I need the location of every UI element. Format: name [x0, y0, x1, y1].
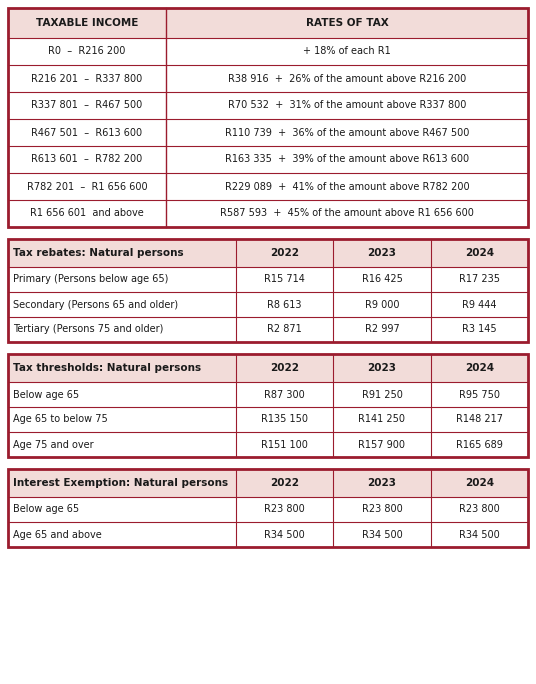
Text: R70 532  +  31% of the amount above R337 800: R70 532 + 31% of the amount above R337 8…	[228, 101, 466, 111]
Text: R87 300: R87 300	[264, 389, 305, 399]
Bar	[8, 354, 528, 457]
Text: R110 739  +  36% of the amount above R467 500: R110 739 + 36% of the amount above R467 …	[225, 127, 469, 137]
Text: Age 65 to below 75: Age 65 to below 75	[13, 415, 108, 425]
Text: 2023: 2023	[368, 248, 397, 258]
Text: R17 235: R17 235	[459, 274, 500, 285]
Text: R23 800: R23 800	[362, 505, 403, 514]
Text: R1 656 601  and above: R1 656 601 and above	[30, 209, 144, 218]
Text: R15 714: R15 714	[264, 274, 305, 285]
Text: R34 500: R34 500	[264, 529, 305, 540]
Text: Tertiary (Persons 75 and older): Tertiary (Persons 75 and older)	[13, 324, 163, 334]
Text: R3 145: R3 145	[462, 324, 497, 334]
Text: Age 75 and over: Age 75 and over	[13, 440, 94, 449]
Text: R151 100: R151 100	[261, 440, 308, 449]
Text: R95 750: R95 750	[459, 389, 500, 399]
Text: R157 900: R157 900	[359, 440, 406, 449]
Bar	[8, 8, 528, 227]
Text: R467 501  –  R613 600: R467 501 – R613 600	[32, 127, 143, 137]
Text: Tax thresholds: Natural persons: Tax thresholds: Natural persons	[13, 363, 201, 373]
Bar	[8, 8, 528, 38]
Bar	[8, 354, 528, 382]
Text: TAXABLE INCOME: TAXABLE INCOME	[36, 18, 138, 28]
Text: Below age 65: Below age 65	[13, 505, 79, 514]
Text: + 18% of each R1: + 18% of each R1	[303, 47, 391, 57]
Text: R587 593  +  45% of the amount above R1 656 600: R587 593 + 45% of the amount above R1 65…	[220, 209, 474, 218]
Text: R9 000: R9 000	[365, 300, 399, 309]
Bar	[8, 469, 528, 547]
Text: Age 65 and above: Age 65 and above	[13, 529, 102, 540]
Text: R148 217: R148 217	[456, 415, 503, 425]
Text: R782 201  –  R1 656 600: R782 201 – R1 656 600	[27, 181, 147, 192]
Bar	[8, 239, 528, 342]
Text: R229 089  +  41% of the amount above R782 200: R229 089 + 41% of the amount above R782 …	[225, 181, 470, 192]
Text: Tax rebates: Natural persons: Tax rebates: Natural persons	[13, 248, 184, 258]
Text: Below age 65: Below age 65	[13, 389, 79, 399]
Text: R23 800: R23 800	[459, 505, 500, 514]
Bar	[8, 469, 528, 497]
Text: Primary (Persons below age 65): Primary (Persons below age 65)	[13, 274, 168, 285]
Text: 2022: 2022	[270, 478, 299, 488]
Text: R135 150: R135 150	[261, 415, 308, 425]
Text: R16 425: R16 425	[362, 274, 403, 285]
Text: R8 613: R8 613	[267, 300, 302, 309]
Text: R34 500: R34 500	[459, 529, 500, 540]
Text: 2022: 2022	[270, 363, 299, 373]
Text: Secondary (Persons 65 and older): Secondary (Persons 65 and older)	[13, 300, 178, 309]
Text: R613 601  –  R782 200: R613 601 – R782 200	[32, 155, 143, 164]
Text: R23 800: R23 800	[264, 505, 305, 514]
Text: 2024: 2024	[465, 248, 494, 258]
Text: R38 916  +  26% of the amount above R216 200: R38 916 + 26% of the amount above R216 2…	[228, 73, 466, 83]
Text: R0  –  R216 200: R0 – R216 200	[48, 47, 125, 57]
Text: 2022: 2022	[270, 248, 299, 258]
Text: R165 689: R165 689	[456, 440, 503, 449]
Text: R163 335  +  39% of the amount above R613 600: R163 335 + 39% of the amount above R613 …	[225, 155, 469, 164]
Text: Interest Exemption: Natural persons: Interest Exemption: Natural persons	[13, 478, 228, 488]
Text: R2 997: R2 997	[364, 324, 399, 334]
Bar	[8, 239, 528, 267]
Text: R34 500: R34 500	[362, 529, 403, 540]
Text: 2023: 2023	[368, 478, 397, 488]
Text: 2024: 2024	[465, 363, 494, 373]
Text: R2 871: R2 871	[267, 324, 302, 334]
Text: R9 444: R9 444	[462, 300, 496, 309]
Text: R91 250: R91 250	[362, 389, 403, 399]
Text: R141 250: R141 250	[359, 415, 406, 425]
Text: RATES OF TAX: RATES OF TAX	[306, 18, 389, 28]
Text: R216 201  –  R337 800: R216 201 – R337 800	[32, 73, 143, 83]
Text: 2024: 2024	[465, 478, 494, 488]
Text: R337 801  –  R467 500: R337 801 – R467 500	[32, 101, 143, 111]
Text: 2023: 2023	[368, 363, 397, 373]
